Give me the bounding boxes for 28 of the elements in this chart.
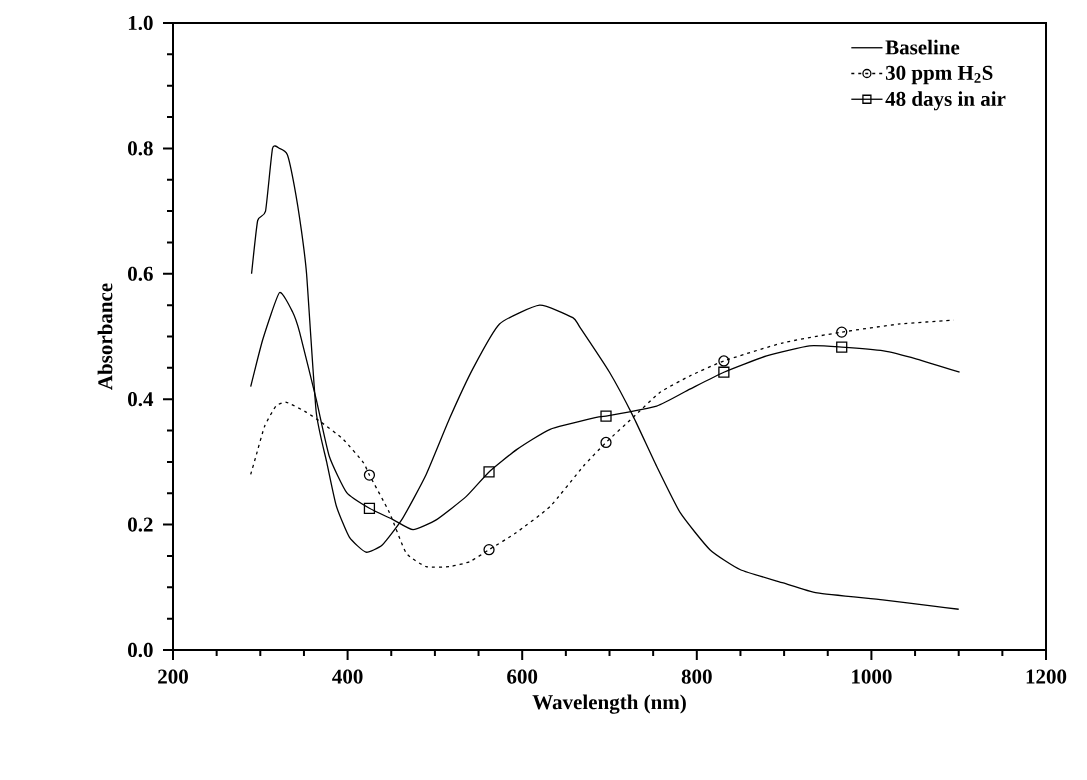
point	[718, 355, 730, 367]
point	[600, 436, 612, 449]
legend-label: Baseline	[885, 39, 960, 55]
legend-label: 30 ppm H$_{2}$S	[885, 65, 993, 85]
point	[363, 502, 376, 514]
line-series	[250, 146, 960, 610]
y-tick-label: 0.2	[128, 517, 153, 532]
point	[718, 366, 730, 378]
x-tick-label: 1000	[852, 669, 892, 684]
y-axis-title: Absorbance	[97, 283, 113, 390]
point	[600, 410, 612, 422]
point	[836, 326, 848, 338]
x-tick-label: 200	[158, 669, 188, 684]
y-tick-label: 0.4	[128, 392, 154, 407]
y-tick-label: 0.8	[128, 141, 153, 156]
point	[363, 469, 376, 481]
point	[836, 341, 848, 353]
y-tick-label: 0.6	[128, 266, 153, 281]
point	[483, 466, 495, 478]
x-tick-label: 400	[332, 669, 363, 684]
legend-label: 48 days in air	[885, 91, 1006, 111]
y-tick-label: 1.0	[128, 15, 153, 31]
point	[483, 544, 495, 556]
x-tick-label: 600	[507, 669, 538, 684]
x-tick-label: 1200	[1026, 669, 1067, 684]
x-tick-label: 800	[681, 669, 712, 684]
y-tick-label: 0.0	[128, 642, 153, 658]
x-axis-title: Wavelength (nm)	[532, 694, 686, 714]
